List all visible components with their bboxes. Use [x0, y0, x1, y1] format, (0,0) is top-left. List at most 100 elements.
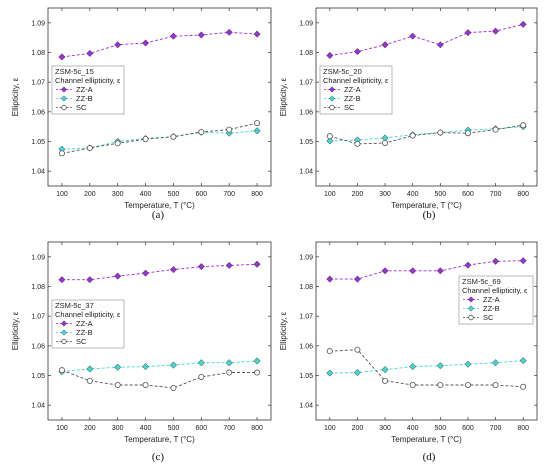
- x-tick-label: 300: [379, 191, 391, 198]
- data-point: [353, 275, 361, 283]
- y-tick-label: 1.09: [31, 254, 45, 261]
- plot-frame: [315, 241, 538, 421]
- x-tick-label: 400: [407, 425, 419, 432]
- data-point: [58, 367, 65, 374]
- series-line-zz-b: [329, 360, 524, 374]
- data-point: [198, 373, 205, 380]
- data-point: [170, 133, 177, 140]
- y-tick-label: 1.04: [31, 169, 45, 176]
- series-line-zz-a: [329, 23, 524, 56]
- data-point: [437, 129, 444, 136]
- data-point: [197, 359, 205, 367]
- x-tick-label: 400: [140, 425, 152, 432]
- data-point: [326, 348, 333, 355]
- legend-entry-label: ZZ-A: [76, 85, 93, 94]
- legend-marker: [60, 329, 68, 336]
- data-point: [492, 381, 499, 388]
- chart-panel-1: 100 200 300 400 500 600 700 800 1.04 1.05 1.06 1.07…: [11, 7, 272, 221]
- legend-marker: [61, 338, 67, 345]
- y-axis-label: Ellipticity, ε: [279, 77, 288, 116]
- x-tick-label: 500: [168, 191, 180, 198]
- legend-subtitle: Channel ellipticity, ε: [55, 310, 121, 319]
- legend-subtitle: Channel ellipticity, ε: [462, 286, 528, 295]
- x-tick-label: 500: [434, 425, 446, 432]
- data-point: [409, 132, 416, 139]
- data-point: [114, 381, 121, 388]
- data-point: [225, 28, 233, 36]
- legend-marker: [328, 86, 336, 93]
- x-tick-label: 500: [434, 191, 446, 198]
- chart-panel-4: 100 200 300 400 500 600 700 800 1.04 1.05 1.06 1.07…: [279, 241, 538, 463]
- data-point: [519, 20, 527, 28]
- x-tick-label: 700: [223, 425, 235, 432]
- data-point: [382, 377, 389, 384]
- y-tick-label: 1.04: [299, 403, 313, 410]
- data-point: [492, 359, 500, 367]
- data-point: [58, 150, 65, 157]
- data-point: [464, 261, 472, 269]
- data-point: [464, 29, 472, 37]
- y-tick-label: 1.08: [31, 284, 45, 291]
- data-point: [436, 41, 444, 49]
- legend-entry-label: ZZ-B: [76, 328, 93, 337]
- x-tick-label: 400: [407, 191, 419, 198]
- x-tick-label: 600: [195, 191, 207, 198]
- y-tick-label: 1.06: [31, 109, 45, 116]
- series-line-zz-b: [61, 360, 258, 373]
- series-line-zz-a: [61, 263, 258, 281]
- y-tick-label: 1.09: [299, 254, 313, 261]
- y-tick-label: 1.04: [31, 403, 45, 410]
- data-point: [169, 266, 177, 274]
- data-point: [519, 357, 527, 365]
- legend-entry-label: ZZ-B: [344, 94, 361, 103]
- y-axis-label: Ellipticity, ε: [11, 77, 20, 116]
- y-tick-label: 1.04: [299, 169, 313, 176]
- panel-caption: (b): [423, 209, 436, 221]
- data-point: [58, 53, 66, 61]
- x-tick-label: 700: [223, 191, 235, 198]
- data-point: [382, 139, 389, 146]
- x-tick-label: 700: [490, 191, 502, 198]
- data-point: [254, 120, 261, 127]
- x-axis-label: Temperature, T (°C): [391, 435, 462, 444]
- data-point: [326, 369, 334, 377]
- legend-entry-label: ZZ-A: [76, 319, 93, 328]
- data-point: [142, 363, 150, 371]
- data-point: [353, 48, 361, 56]
- series-line-zz-a: [329, 260, 524, 280]
- legend-marker: [467, 296, 475, 303]
- legend-entry-label: SC: [483, 313, 494, 322]
- panel-caption: (a): [152, 209, 165, 221]
- data-point: [86, 49, 94, 57]
- x-tick-label: 400: [140, 191, 152, 198]
- y-tick-label: 1.08: [31, 50, 45, 57]
- y-tick-label: 1.09: [31, 20, 45, 27]
- data-point: [253, 127, 261, 135]
- data-point: [253, 357, 261, 365]
- legend-title: ZSM-5c_15: [55, 67, 94, 76]
- data-point: [114, 363, 122, 371]
- y-tick-label: 1.07: [299, 314, 313, 321]
- legend-marker: [468, 314, 474, 321]
- data-point: [198, 129, 205, 136]
- legend-marker: [329, 104, 335, 111]
- y-tick-label: 1.05: [31, 373, 45, 380]
- data-point: [326, 51, 334, 60]
- data-point: [86, 377, 93, 384]
- data-point: [437, 381, 444, 388]
- data-point: [254, 369, 261, 376]
- data-point: [354, 346, 361, 353]
- chart-panel-2: 100 200 300 400 500 600 700 800 1.04 1.05 1.06 1.07…: [279, 7, 538, 221]
- data-point: [226, 126, 233, 133]
- x-axis-label: Temperature, T (°C): [391, 201, 462, 210]
- data-point: [409, 267, 417, 275]
- data-point: [409, 363, 417, 371]
- data-point: [114, 41, 122, 49]
- x-tick-label: 500: [168, 425, 180, 432]
- data-point: [353, 368, 361, 377]
- legend-entry-label: ZZ-B: [483, 304, 500, 313]
- legend-marker: [328, 95, 336, 102]
- data-point: [381, 41, 389, 49]
- legend-marker: [60, 320, 68, 327]
- x-tick-label: 200: [352, 425, 364, 432]
